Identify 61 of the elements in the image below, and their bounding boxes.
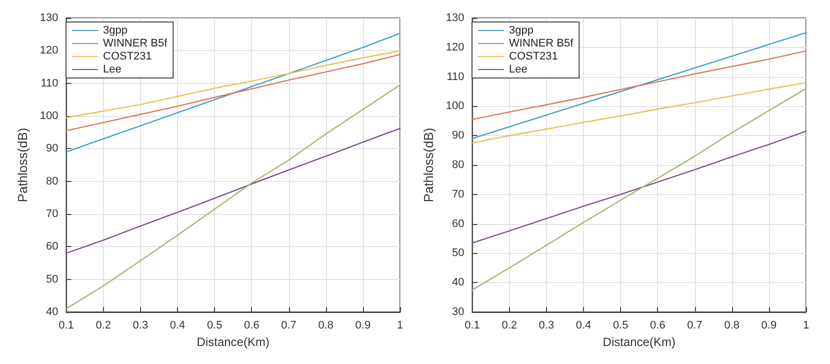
legend-label: WINNER B5f [103, 38, 168, 50]
x-tick-label: 0.9 [355, 320, 371, 332]
x-tick-label: 1 [802, 320, 810, 332]
y-axis-title: Pathloss(dB) [421, 128, 436, 202]
x-tick-label: 1 [396, 320, 404, 332]
x-tick-label: 0.6 [244, 320, 260, 332]
legend-label: COST231 [103, 50, 152, 62]
line-series [66, 84, 401, 310]
x-tick-label: 0.7 [281, 320, 296, 332]
x-axis-title: Distance(Km) [196, 335, 270, 349]
y-tick-label: 120 [40, 44, 58, 57]
y-axis-title: Pathloss(dB) [15, 128, 30, 202]
line-series [472, 130, 807, 244]
x-tick-label: 0.5 [206, 320, 222, 332]
y-tick-label: 100 [40, 110, 58, 122]
x-axis-title: Distance(Km) [602, 335, 676, 349]
x-tick-label: 0.4 [576, 320, 592, 332]
x-tick-label: 0.3 [538, 320, 554, 332]
x-tick-label: 0.9 [761, 320, 777, 332]
y-tick-label: 50 [46, 273, 58, 286]
line-series [66, 128, 401, 254]
legend-label: COST231 [509, 50, 558, 62]
x-tick-label: 0.7 [687, 320, 702, 332]
y-tick-label: 90 [46, 142, 58, 155]
y-tick-label: 80 [452, 159, 464, 171]
y-tick-label: 110 [446, 70, 464, 83]
x-tick-label: 0.8 [724, 320, 740, 332]
y-tick-label: 50 [452, 247, 464, 260]
x-tick-label: 0.8 [318, 320, 334, 332]
legend-label: 3gpp [103, 24, 128, 36]
line-series [66, 54, 401, 132]
y-tick-label: 60 [46, 240, 58, 253]
legend-label: WINNER B5f [509, 38, 574, 50]
x-tick-label: 0.1 [464, 320, 480, 332]
y-tick-label: 70 [46, 208, 58, 220]
y-tick-label: 110 [40, 77, 58, 90]
x-tick-label: 0.5 [612, 320, 628, 332]
legend-label: Lee [103, 64, 122, 76]
y-tick-label: 40 [46, 306, 58, 318]
y-tick-label: 30 [452, 306, 464, 318]
legend-label: Lee [509, 64, 528, 76]
line-series [66, 50, 401, 118]
y-tick-label: 80 [46, 175, 58, 188]
y-tick-label: 60 [452, 218, 464, 230]
y-tick-label: 70 [452, 188, 464, 200]
y-tick-label: 40 [452, 276, 464, 289]
legend-label: 3gpp [509, 24, 534, 36]
x-tick-label: 0.3 [132, 320, 148, 332]
x-tick-label: 0.4 [170, 320, 186, 332]
y-tick-label: 130 [40, 12, 58, 24]
x-tick-label: 0.1 [58, 320, 74, 332]
x-tick-label: 0.6 [650, 320, 666, 332]
line-series [472, 50, 807, 120]
y-tick-label: 130 [446, 12, 464, 24]
x-tick-label: 0.2 [502, 320, 517, 332]
line-series [472, 82, 807, 144]
y-tick-label: 100 [446, 100, 464, 112]
y-tick-label: 90 [452, 130, 464, 142]
x-tick-label: 0.2 [96, 320, 111, 332]
y-tick-label: 120 [446, 41, 464, 54]
line-series [472, 88, 807, 291]
